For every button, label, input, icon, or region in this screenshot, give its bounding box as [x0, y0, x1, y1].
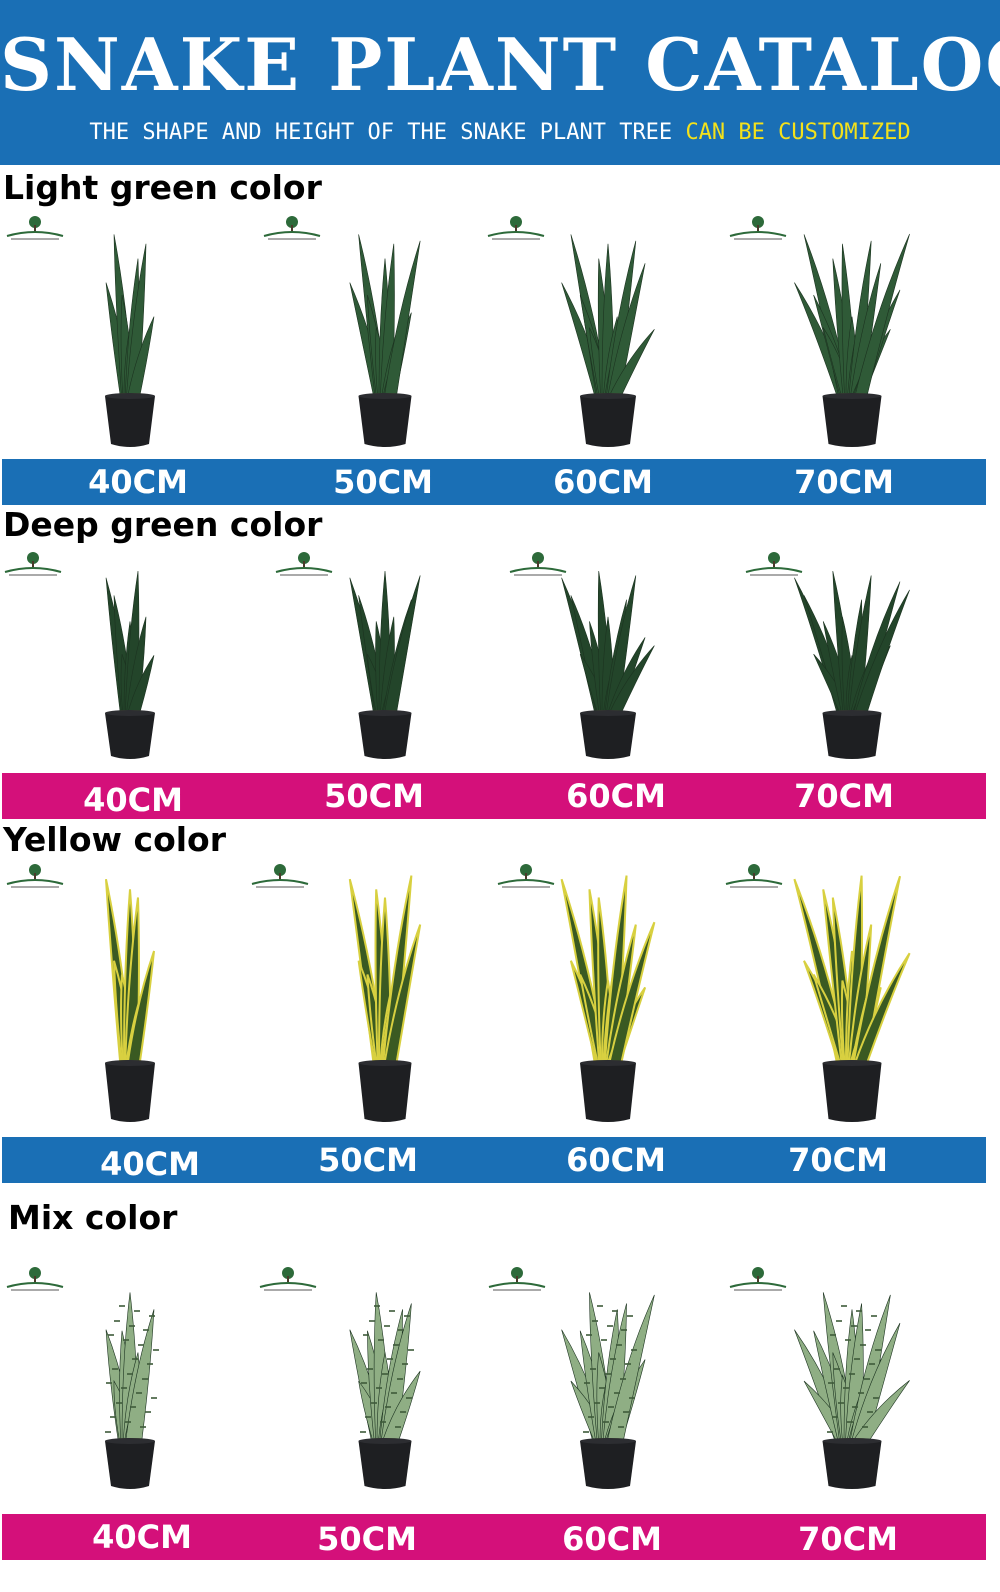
tree-logo-icon: [497, 864, 555, 888]
snake-plant-image: [561, 234, 655, 447]
catalog-title: SNAKE PLANT CATALOG: [0, 22, 1000, 107]
section-title-light-green: Light green color: [3, 168, 322, 207]
snake-plant-image: [561, 571, 655, 759]
size-label: 40CM: [83, 781, 183, 819]
size-label: 60CM: [566, 777, 666, 815]
snake-plant-image: [105, 571, 155, 759]
snake-plant-image: [105, 1292, 159, 1489]
catalog-subtitle: THE SHAPE AND HEIGHT OF THE SNAKE PLANT …: [0, 120, 1000, 145]
size-label: 70CM: [798, 1520, 898, 1558]
tree-logo-icon: [4, 552, 62, 576]
tree-logo-icon: [259, 1267, 317, 1291]
size-label: 60CM: [562, 1520, 662, 1558]
tree-logo-icon: [725, 864, 783, 888]
tree-logo-icon: [251, 864, 309, 888]
subtitle-highlight: CAN BE CUSTOMIZED: [685, 120, 911, 145]
tree-logo-icon: [729, 1267, 787, 1291]
section-title-deep-green: Deep green color: [3, 505, 323, 544]
snake-plant-image: [349, 234, 421, 447]
snake-plant-image: [794, 1292, 910, 1489]
tree-logo-icon: [487, 216, 545, 240]
catalog-banner: SNAKE PLANT CATALOG THE SHAPE AND HEIGHT…: [0, 0, 1000, 165]
size-label: 60CM: [553, 463, 653, 501]
size-label: 50CM: [333, 463, 433, 501]
size-bar-deep-green: 40CM 50CM 60CM 70CM: [2, 773, 986, 819]
size-label: 70CM: [794, 777, 894, 815]
snake-plant-image: [794, 233, 910, 447]
tree-logo-icon: [745, 552, 803, 576]
tree-logo-icon: [6, 1267, 64, 1291]
snake-plant-image: [349, 571, 421, 759]
tree-logo-icon: [263, 216, 321, 240]
size-bar-light-green: 40CM 50CM 60CM 70CM: [2, 459, 986, 505]
tree-logo-icon: [6, 864, 64, 888]
snake-plant-image: [105, 878, 155, 1122]
size-label: 50CM: [318, 1141, 418, 1179]
size-label: 50CM: [324, 777, 424, 815]
snake-plant-image: [105, 234, 155, 447]
section-title-mix: Mix color: [8, 1198, 178, 1237]
size-label: 40CM: [88, 463, 188, 501]
section-title-yellow: Yellow color: [3, 820, 227, 859]
size-bar-mix: 40CM 50CM 60CM 70CM: [2, 1514, 986, 1560]
size-label: 60CM: [566, 1141, 666, 1179]
size-label: 50CM: [317, 1520, 417, 1558]
snake-plant-image: [348, 875, 422, 1122]
size-label: 40CM: [100, 1145, 200, 1183]
size-bar-yellow: 40CM 50CM 60CM 70CM: [2, 1137, 986, 1183]
snake-plant-image: [794, 570, 910, 759]
subtitle-main: THE SHAPE AND HEIGHT OF THE SNAKE PLANT …: [89, 120, 673, 145]
snake-plant-image: [560, 875, 656, 1122]
tree-logo-icon: [275, 552, 333, 576]
tree-logo-icon: [488, 1267, 546, 1291]
snake-plant-image: [561, 1292, 655, 1489]
tree-logo-icon: [509, 552, 567, 576]
snake-plant-image: [793, 875, 911, 1122]
size-label: 70CM: [794, 463, 894, 501]
size-label: 70CM: [788, 1141, 888, 1179]
tree-logo-icon: [729, 216, 787, 240]
snake-plant-image: [349, 1292, 421, 1489]
size-label: 40CM: [92, 1518, 192, 1556]
tree-logo-icon: [6, 216, 64, 240]
